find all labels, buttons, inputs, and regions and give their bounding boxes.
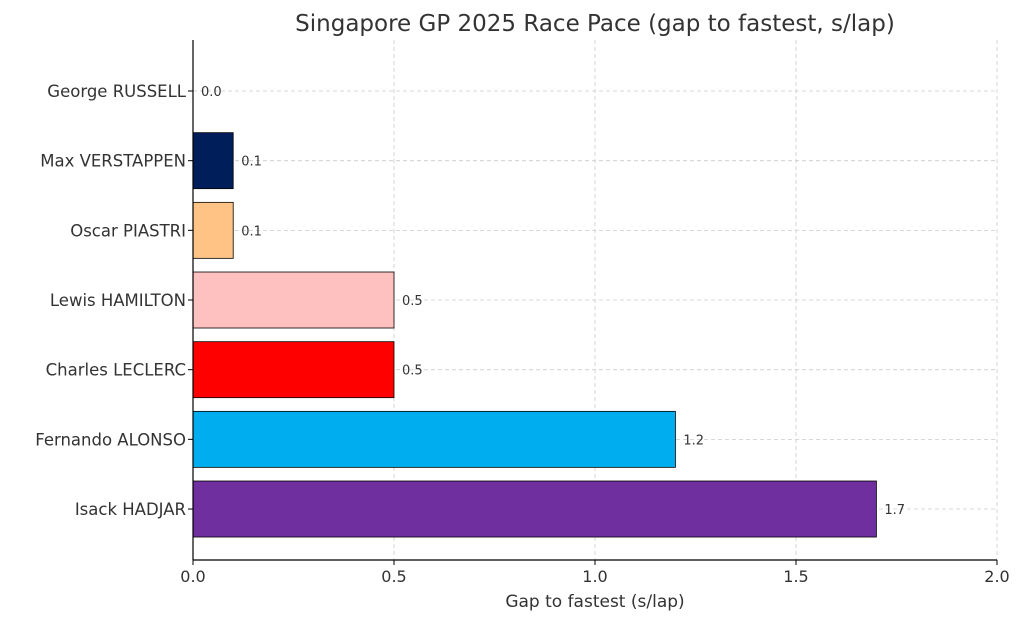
x-tick-label: 0.5 <box>381 567 406 586</box>
bar <box>192 410 676 468</box>
bar-value-label: 1.2 <box>683 433 704 448</box>
y-tick-label: Isack HADJAR <box>75 500 186 519</box>
x-tick-label: 1.5 <box>783 567 808 586</box>
y-tick-label: Max VERSTAPPEN <box>40 152 186 171</box>
bar <box>192 201 234 259</box>
x-axis-label: Gap to fastest (s/lap) <box>505 592 684 612</box>
x-tick-label: 0.0 <box>180 567 205 586</box>
bar-value-label: 1.7 <box>884 503 905 518</box>
bar <box>192 480 877 538</box>
bar-value-label: 0.1 <box>241 155 262 170</box>
chart-title: Singapore GP 2025 Race Pace (gap to fast… <box>295 11 895 37</box>
bar <box>192 271 395 329</box>
y-tick-label: Lewis HAMILTON <box>50 291 186 310</box>
bar-value-label: 0.1 <box>241 224 262 239</box>
bar-value-label: 0.5 <box>402 364 423 379</box>
y-tick-label: Charles LECLERC <box>46 361 186 380</box>
bar-value-label: 0.5 <box>402 294 423 309</box>
y-tick-label: Fernando ALONSO <box>35 430 186 449</box>
bar-value-label: 0.0 <box>201 85 222 100</box>
y-tick-label: George RUSSELL <box>47 82 187 101</box>
x-tick-label: 2.0 <box>984 567 1009 586</box>
y-tick-label: Oscar PIASTRI <box>70 221 186 240</box>
bar <box>192 132 234 190</box>
x-tick-label: 1.0 <box>582 567 607 586</box>
bar <box>192 341 395 399</box>
